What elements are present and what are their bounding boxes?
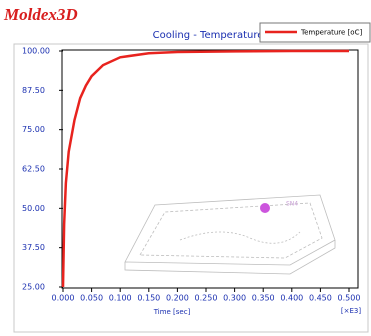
x-tick-label: 0.250 bbox=[195, 294, 218, 303]
x-tick-label: 0.500 bbox=[338, 294, 361, 303]
legend-label: Temperature [oC] bbox=[300, 29, 362, 37]
x-tick-label: 0.050 bbox=[80, 294, 103, 303]
brand: Moldex3D bbox=[3, 5, 78, 24]
y-tick-label: 50.00 bbox=[22, 204, 45, 213]
y-tick-label: 25.00 bbox=[22, 283, 45, 292]
x-tick-label: 0.150 bbox=[137, 294, 160, 303]
x-tick-label: 0.200 bbox=[166, 294, 189, 303]
chart-title: Cooling - Temperature bbox=[153, 30, 264, 41]
x-axis-label: Time [sec] bbox=[153, 308, 191, 316]
x-tick-label: 0.400 bbox=[280, 294, 303, 303]
page: Moldex3D Cooling - Temperature Time [sec… bbox=[0, 0, 371, 336]
y-tick-label: 62.50 bbox=[22, 165, 45, 174]
sensor-marker bbox=[260, 203, 270, 213]
x-scale-label: [×E3] bbox=[341, 307, 361, 315]
sensor-label: SN4 bbox=[286, 201, 298, 208]
y-tick-label: 100.00 bbox=[22, 47, 50, 56]
x-tick-label: 0.300 bbox=[223, 294, 246, 303]
x-tick-label: 0.450 bbox=[309, 294, 332, 303]
chart: Moldex3D Cooling - Temperature Time [sec… bbox=[0, 0, 371, 336]
y-tick-label: 75.00 bbox=[22, 125, 45, 134]
y-tick-label: 37.50 bbox=[22, 243, 45, 252]
y-tick-label: 87.50 bbox=[22, 86, 45, 95]
x-tick-label: 0.100 bbox=[109, 294, 132, 303]
x-tick-label: 0.000 bbox=[52, 294, 75, 303]
x-tick-label: 0.350 bbox=[252, 294, 275, 303]
